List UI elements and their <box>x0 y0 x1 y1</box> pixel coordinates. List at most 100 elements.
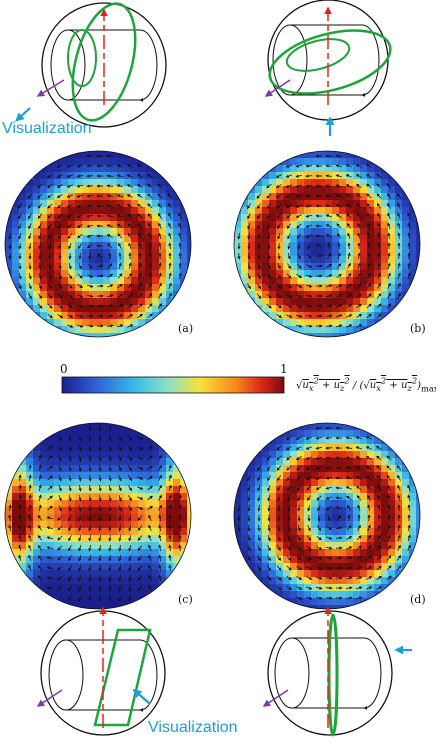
field-cell <box>61 444 69 452</box>
field-cell <box>173 542 181 550</box>
field-cell <box>75 256 83 264</box>
field-cell <box>290 284 298 292</box>
field-cell <box>388 451 396 459</box>
field-cell <box>255 458 263 466</box>
field-cell <box>166 528 174 536</box>
velocity-arrow <box>77 304 84 308</box>
field-cell <box>131 242 139 250</box>
velocity-arrow <box>345 456 353 460</box>
field-cell <box>68 242 76 250</box>
velocity-arrow <box>68 525 72 532</box>
field-cell <box>33 444 41 452</box>
velocity-arrow <box>117 324 124 328</box>
field-cell <box>187 507 191 515</box>
velocity-arrow <box>28 213 32 220</box>
field-cell <box>33 500 41 508</box>
field-cell <box>353 570 361 578</box>
velocity-arrow <box>178 534 182 542</box>
field-cell <box>152 451 160 459</box>
field-cell <box>26 277 34 285</box>
field-cell <box>47 584 55 592</box>
velocity-arrow <box>18 534 22 541</box>
velocity-arrow <box>18 233 22 240</box>
field-cell <box>103 570 111 578</box>
field-cell <box>110 158 118 166</box>
field-cell <box>75 521 83 529</box>
field-cell <box>367 249 375 257</box>
field-cell <box>61 465 69 473</box>
field-cell <box>159 465 167 473</box>
velocity-arrow <box>356 193 362 199</box>
field-cell <box>82 472 90 480</box>
velocity-arrow <box>117 294 124 298</box>
velocity-arrow <box>387 202 391 209</box>
velocity-arrow <box>18 514 22 521</box>
field-cell <box>117 158 125 166</box>
field-cell <box>290 158 298 166</box>
field-cell <box>304 542 312 550</box>
velocity-arrow <box>108 584 112 592</box>
field-cell <box>346 277 354 285</box>
field-cell <box>283 326 291 334</box>
field-cell <box>68 591 76 599</box>
velocity-arrow <box>346 213 352 219</box>
field-cell <box>346 570 354 578</box>
field-cell <box>318 284 326 292</box>
field-cell <box>283 186 291 194</box>
field-cell <box>145 277 153 285</box>
field-cell <box>180 235 188 243</box>
field-cell <box>166 284 174 292</box>
field-cell <box>54 193 62 201</box>
field-cell <box>367 298 375 306</box>
velocity-arrow <box>386 465 392 471</box>
field-cell <box>89 277 97 285</box>
field-cell <box>269 549 277 557</box>
field-cell <box>61 430 69 438</box>
velocity-arrow <box>98 434 102 442</box>
velocity-arrow <box>118 495 122 502</box>
velocity-arrow <box>346 525 352 531</box>
field-cell <box>124 437 132 445</box>
field-cell <box>318 200 326 208</box>
velocity-arrow <box>296 596 303 600</box>
field-cell <box>374 458 382 466</box>
velocity-arrow <box>315 466 322 470</box>
field-cell <box>297 256 305 264</box>
field-cell <box>82 179 90 187</box>
field-cell <box>110 570 118 578</box>
velocity-arrow <box>178 232 182 240</box>
field-cell <box>353 458 361 466</box>
velocity-arrow <box>77 243 82 250</box>
field-cell <box>241 472 249 480</box>
field-cell <box>248 263 256 271</box>
velocity-arrow <box>127 232 133 239</box>
field-cell <box>54 472 62 480</box>
velocity-arrow <box>345 586 353 590</box>
velocity-arrow <box>377 272 381 279</box>
velocity-arrow <box>127 293 133 299</box>
velocity-arrow <box>247 283 251 290</box>
velocity-arrow <box>106 154 114 158</box>
velocity-arrow <box>68 243 72 250</box>
field-cell <box>304 451 312 459</box>
field-cell <box>304 556 312 564</box>
field-cell <box>12 521 20 529</box>
field-cell <box>276 514 284 522</box>
velocity-arrow <box>168 292 172 299</box>
field-cell <box>40 458 48 466</box>
velocity-arrow <box>315 234 323 238</box>
velocity-arrow <box>96 234 104 238</box>
field-cell <box>311 235 319 243</box>
velocity-arrow <box>335 184 342 188</box>
field-cell <box>353 465 361 473</box>
velocity-arrow <box>275 174 282 178</box>
field-cell <box>89 179 97 187</box>
velocity-arrow <box>347 504 351 511</box>
field-cell <box>117 563 125 571</box>
velocity-arrow <box>136 164 143 168</box>
field-cell <box>269 507 277 515</box>
velocity-arrow <box>28 464 32 472</box>
field-cell <box>332 591 340 599</box>
field-cell <box>187 528 191 536</box>
velocity-arrow <box>147 193 153 199</box>
